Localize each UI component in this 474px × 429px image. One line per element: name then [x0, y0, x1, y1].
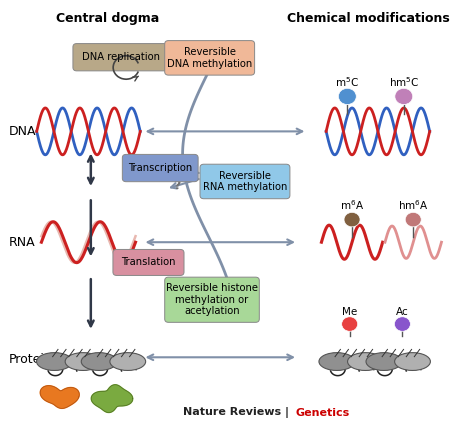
Text: m$^5$C: m$^5$C	[336, 75, 359, 89]
FancyBboxPatch shape	[73, 44, 170, 71]
Circle shape	[405, 212, 421, 227]
Text: hm$^6$A: hm$^6$A	[398, 199, 428, 212]
Text: Protein: Protein	[9, 353, 52, 366]
Text: Reversible
DNA methylation: Reversible DNA methylation	[167, 47, 252, 69]
Ellipse shape	[319, 353, 355, 371]
FancyBboxPatch shape	[200, 164, 290, 199]
Text: Reversible histone
methylation or
acetylation: Reversible histone methylation or acetyl…	[166, 283, 258, 316]
FancyBboxPatch shape	[164, 41, 255, 75]
Text: m$^6$A: m$^6$A	[340, 199, 364, 212]
Text: Translation: Translation	[121, 257, 176, 267]
FancyBboxPatch shape	[164, 277, 259, 322]
Polygon shape	[91, 385, 133, 413]
Circle shape	[394, 317, 410, 331]
Text: Ac: Ac	[396, 307, 409, 317]
Ellipse shape	[347, 353, 383, 371]
Text: hm$^5$C: hm$^5$C	[389, 75, 419, 89]
Ellipse shape	[366, 353, 402, 371]
Text: Genetics: Genetics	[296, 408, 350, 418]
Text: Nature Reviews |: Nature Reviews |	[183, 407, 293, 418]
Text: ?: ?	[173, 179, 180, 192]
Circle shape	[395, 88, 413, 105]
Polygon shape	[40, 386, 79, 408]
FancyBboxPatch shape	[113, 249, 184, 275]
Circle shape	[344, 212, 360, 227]
Text: Central dogma: Central dogma	[55, 12, 159, 25]
FancyBboxPatch shape	[122, 154, 198, 181]
Ellipse shape	[81, 353, 117, 371]
Ellipse shape	[36, 353, 73, 371]
Ellipse shape	[65, 353, 101, 371]
Text: ?: ?	[173, 164, 180, 177]
Ellipse shape	[395, 353, 430, 371]
Text: RNA: RNA	[9, 236, 35, 249]
Circle shape	[338, 88, 356, 105]
Ellipse shape	[110, 353, 146, 371]
Text: Transcription: Transcription	[128, 163, 192, 173]
Text: DNA: DNA	[9, 125, 36, 138]
Text: Reversible
RNA methylation: Reversible RNA methylation	[203, 171, 287, 192]
Text: DNA replication: DNA replication	[82, 52, 160, 62]
Text: Chemical modifications: Chemical modifications	[287, 12, 450, 25]
Circle shape	[342, 317, 358, 331]
Text: Me: Me	[342, 307, 357, 317]
